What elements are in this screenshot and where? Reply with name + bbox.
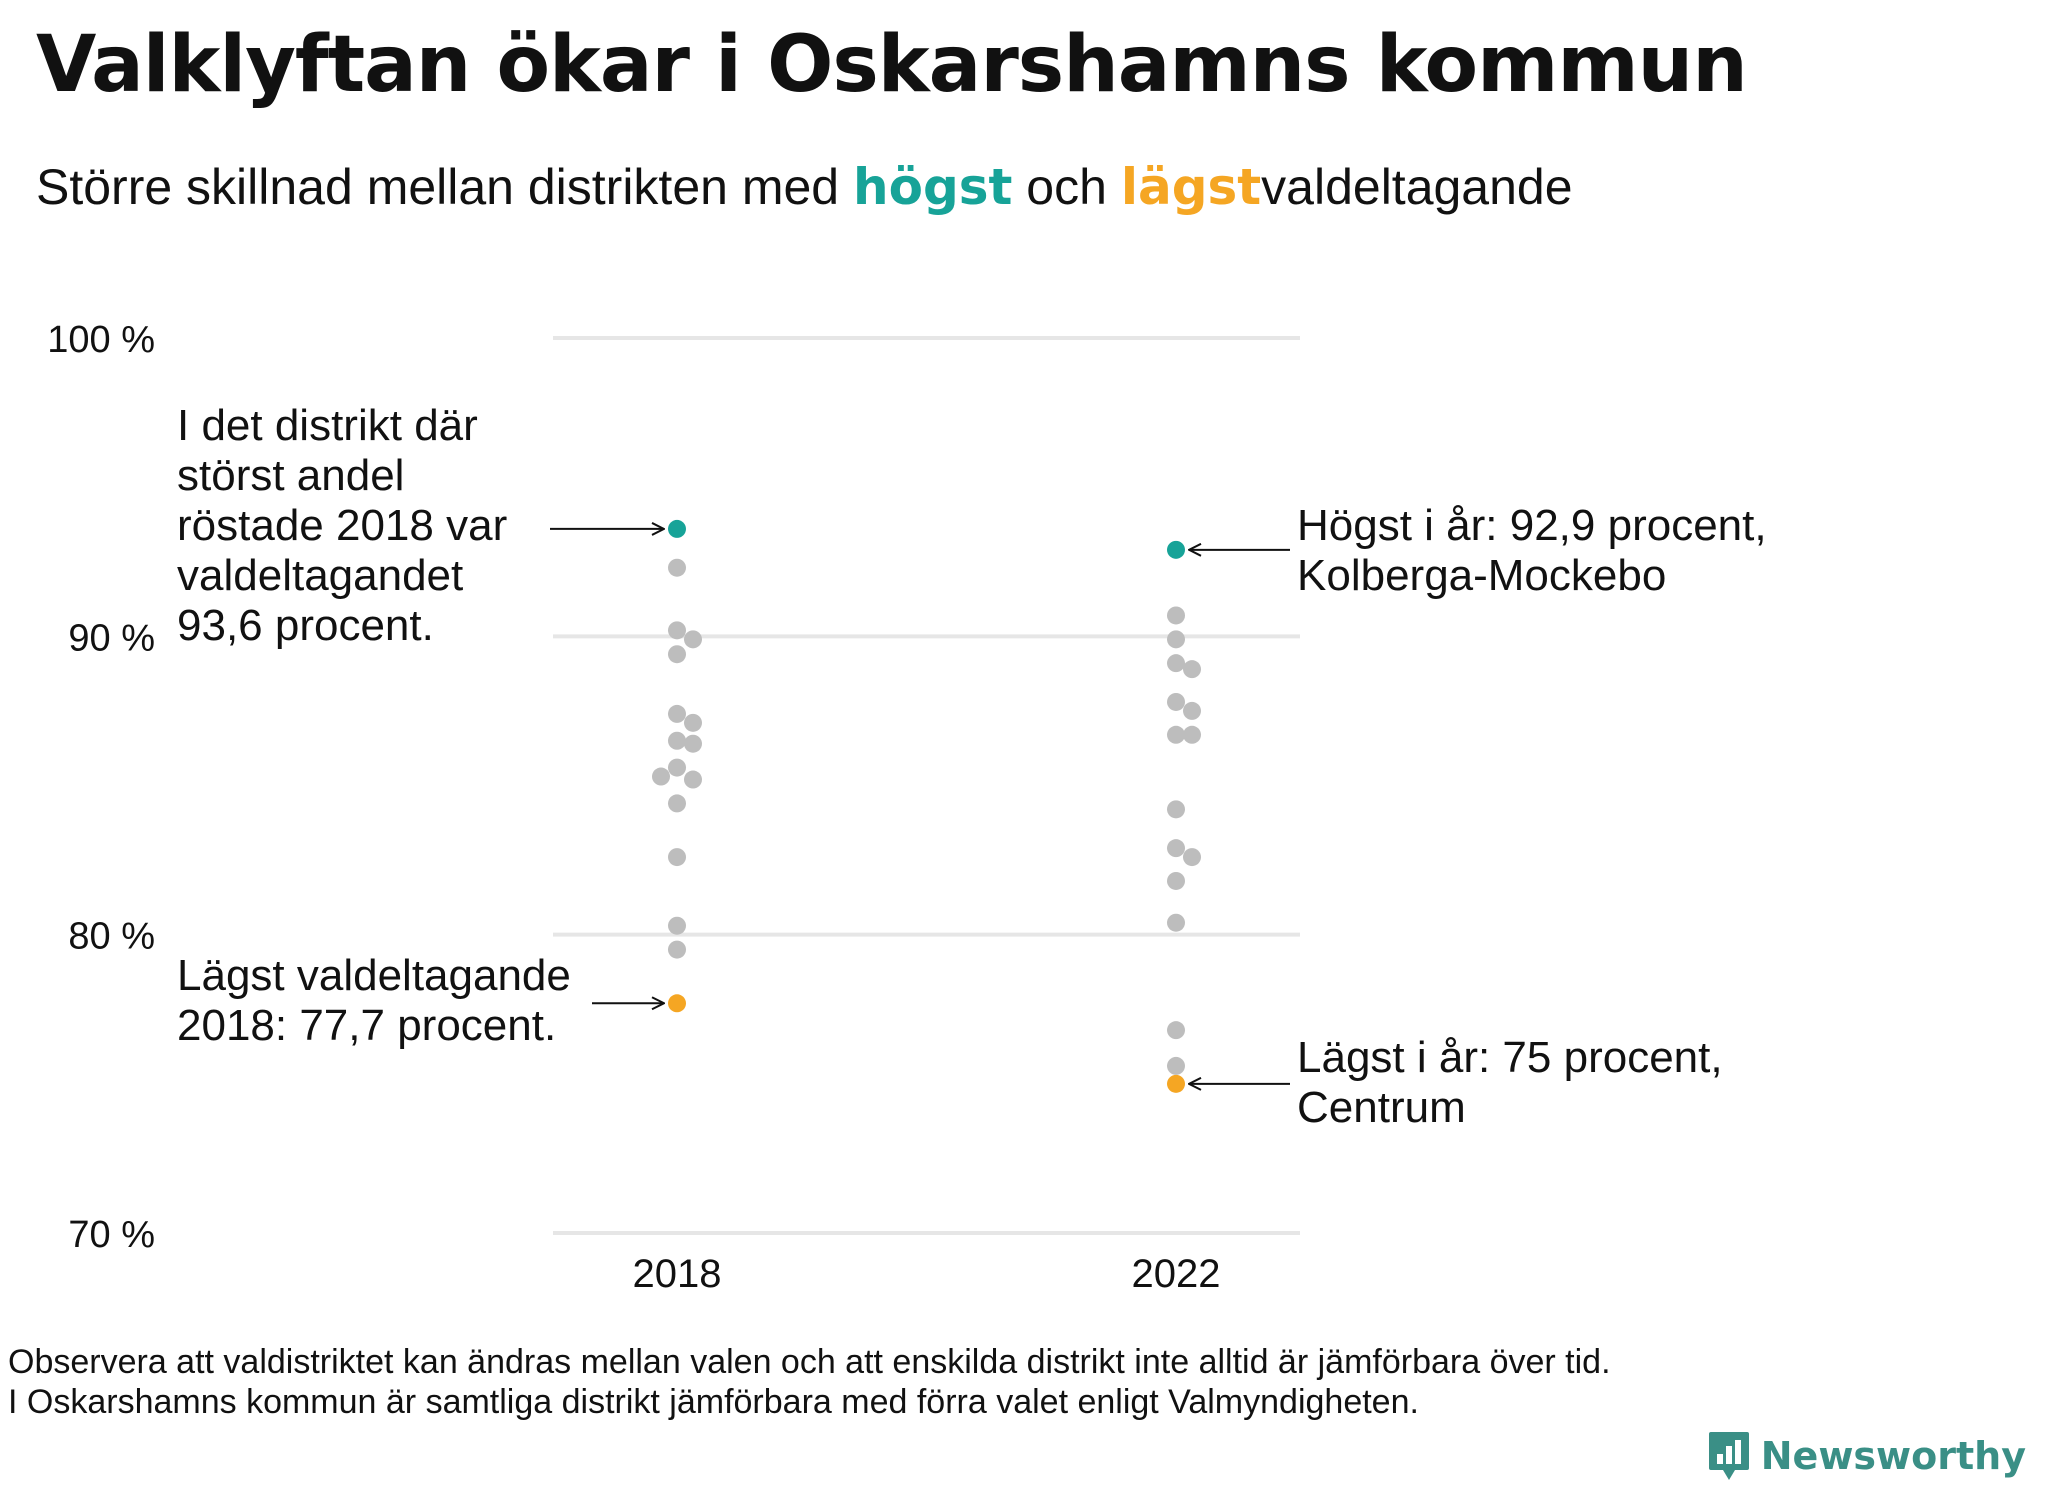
x-tick-label: 2018 [633,1252,722,1296]
district-dot [1167,725,1185,744]
district-dot [1183,701,1201,720]
district-dot [668,704,686,723]
chart-title: Valklyftan ökar i Oskarshamns kommun [36,20,1748,110]
district-dot [684,630,702,649]
annotation-high-2022: Högst i år: 92,9 procent, Kolberga-Mockeb… [1297,501,1767,600]
brand-logo: Newsworthy [1707,1430,2026,1482]
district-dot [668,645,686,664]
annotation-low-2018: Lägst valdeltagande 2018: 77,7 procent. [177,951,571,1050]
lowest-dot-2022 [1167,1074,1185,1093]
subtitle-part2: och [1012,159,1121,215]
district-dot [1167,692,1185,711]
district-dot [668,940,686,959]
y-tick-label: 100 % [47,319,155,361]
district-dot [684,770,702,789]
district-dot [1183,660,1201,679]
highest-dot-2022 [1167,540,1185,559]
district-dot [1183,725,1201,744]
district-dot [1167,1056,1185,1075]
district-dot [668,558,686,577]
footnote-line-2: I Oskarshamns kommun är samtliga distrik… [8,1383,1419,1421]
district-dot [1167,871,1185,890]
district-dot [1167,800,1185,819]
footnote-line-1: Observera att valdistriktet kan ändras m… [8,1343,1611,1381]
district-dot [1167,630,1185,649]
district-dot [1167,654,1185,673]
chart-subtitle: Större skillnad mellan distrikten med hö… [36,158,1573,216]
district-dot [1167,913,1185,932]
highest-dot-2018 [668,519,686,538]
annotation-high-2018: I det distrikt där störst andel röstade 20… [177,401,507,650]
y-tick-label: 80 % [68,916,155,958]
footnote: Observera att valdistriktet kan ändras m… [8,1342,1611,1422]
district-dot [668,848,686,867]
district-dot [1167,839,1185,858]
district-dot [684,713,702,732]
district-dot [1167,1021,1185,1040]
district-dot [668,916,686,935]
y-tick-label: 90 % [68,617,155,659]
subtitle-part1: Större skillnad mellan distrikten med [36,159,853,215]
district-dot [652,767,670,786]
annotation-low-2022: Lägst i år: 75 procent, Centrum [1297,1033,1723,1132]
x-tick-label: 2022 [1132,1252,1221,1296]
lowest-dot-2018 [668,994,686,1013]
brand-name: Newsworthy [1760,1434,2026,1478]
district-dot [1183,848,1201,867]
district-dot [668,621,686,640]
bar-chart-speech-icon [1708,1432,1749,1480]
district-dot [668,794,686,813]
district-dot [684,734,702,753]
district-dot [668,731,686,750]
subtitle-highest: högst [853,158,1013,216]
y-tick-label: 70 % [68,1214,155,1256]
district-dot [1167,606,1185,625]
district-dot [668,758,686,777]
dot-plot: 100 % 90 % 80 % 70 % 2018 2022 I det distrik… [47,319,1767,1296]
subtitle-part3: valdeltagande [1261,159,1573,215]
subtitle-lowest: lägst [1120,158,1262,216]
